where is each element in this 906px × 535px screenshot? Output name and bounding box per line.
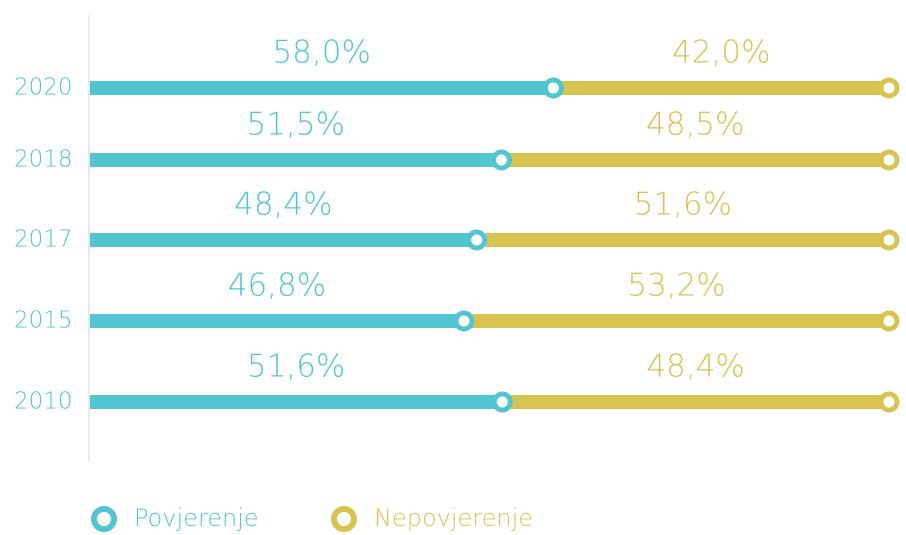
value-label: 51,6% [634, 187, 732, 223]
bar-segment [476, 233, 889, 247]
legend-label: Nepovjerenje [374, 504, 533, 532]
value-label: 42,0% [672, 35, 770, 71]
end-marker [453, 310, 475, 332]
bar-segment [553, 81, 889, 95]
end-marker [878, 391, 900, 413]
value-label: 53,2% [627, 268, 725, 304]
end-marker [491, 391, 513, 413]
bar-segment [90, 153, 502, 167]
end-marker [542, 77, 564, 99]
end-marker [878, 310, 900, 332]
category-label: 2015 [14, 308, 73, 334]
value-label: 48,4% [646, 349, 744, 385]
end-marker [490, 149, 512, 171]
category-label: 2010 [14, 389, 73, 415]
value-label: 46,8% [228, 268, 326, 304]
end-marker [878, 149, 900, 171]
value-label: 58,0% [272, 35, 370, 71]
value-label: 51,5% [247, 107, 345, 143]
value-label: 48,5% [646, 107, 744, 143]
value-label: 51,6% [247, 349, 345, 385]
bar-segment [90, 314, 464, 328]
legend-marker [331, 506, 357, 532]
legend-marker [91, 506, 117, 532]
end-marker [466, 229, 488, 251]
category-label: 2018 [14, 147, 73, 173]
bar-segment [501, 153, 889, 167]
value-label: 48,4% [234, 187, 332, 223]
category-label: 2017 [14, 227, 73, 253]
legend-label: Povjerenje [134, 504, 259, 532]
bar-segment [90, 233, 477, 247]
bar-segment [90, 395, 503, 409]
end-marker [878, 77, 900, 99]
bar-segment [90, 81, 554, 95]
category-label: 2020 [14, 75, 73, 101]
end-marker [878, 229, 900, 251]
bar-segment [502, 395, 889, 409]
bar-segment [463, 314, 889, 328]
